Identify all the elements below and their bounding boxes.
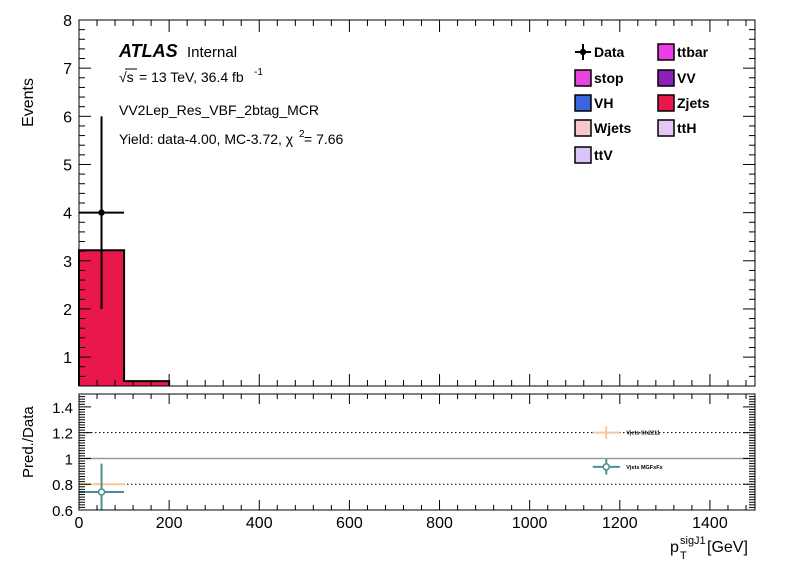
main-ytick-label: 4 — [63, 206, 72, 223]
legend-label-7: ttH — [677, 120, 696, 136]
x-label-sup: sigJ1 — [680, 535, 706, 547]
main-frame — [78, 19, 756, 387]
legend-label-2: stop — [594, 70, 624, 86]
legend-swatch-2 — [574, 69, 592, 87]
ratio-xtick-label: 1400 — [692, 515, 728, 532]
main-ytick-label: 2 — [63, 302, 72, 319]
lumi-exponent: -1 — [254, 67, 263, 78]
legend-swatch-1 — [657, 43, 675, 61]
legend-label-5: Zjets — [677, 95, 710, 111]
legend-label-3: VV — [677, 70, 696, 86]
region-label: VV2Lep_Res_VBF_2btag_MCR — [119, 102, 319, 118]
legend-swatch-6 — [574, 119, 592, 137]
legend-label-0: Data — [594, 44, 625, 60]
legend-label-6: Wjets — [594, 120, 632, 136]
ratio-points: Vjets Sh2211 Vjets MGFxFx — [79, 426, 664, 510]
ratio-series-label: Vjets MGFxFx — [626, 465, 663, 471]
x-label-unit: [GeV] — [707, 539, 748, 556]
main-y-ticks: 1 2 3 4 5 6 7 8 — [63, 13, 755, 387]
stack-bars — [78, 249, 171, 386]
x-label-main: p — [670, 539, 679, 556]
ratio-panel: Vjets Sh2211 Vjets MGFxFx 0.6 0.8 1 1.2 1.4 0… — [20, 393, 756, 562]
main-ytick-label: 6 — [63, 109, 72, 126]
legend-label-1: ttbar — [677, 44, 709, 60]
ratio-series-label: Vjets Sh2211 — [626, 431, 660, 437]
main-ytick-label: 8 — [63, 13, 72, 30]
ratio-y-axis-label: Pred./Data — [20, 406, 37, 478]
data-point-0 — [98, 209, 105, 216]
yield-exponent: 2 — [299, 129, 305, 140]
main-ytick-label: 3 — [63, 254, 72, 271]
ratio-xtick-label: 0 — [75, 515, 84, 532]
ratio-xtick-label: 1200 — [602, 515, 638, 532]
main-x-ticks — [78, 20, 747, 386]
ratio-ytick-label: 1 — [65, 451, 73, 468]
ratio-xtick-label: 600 — [336, 515, 363, 532]
ratio-point — [602, 463, 611, 471]
energy-lumi-line: √s = 13 TeV, 36.4 fb -1 — [119, 67, 263, 85]
yield-line: Yield: data-4.00, MC-3.72, χ 2 = 7.66 — [119, 129, 344, 147]
ratio-y-ticks: 0.6 0.8 1 1.2 1.4 — [52, 393, 755, 520]
atlas-label: ATLAS — [118, 41, 178, 61]
x-label-sub: T — [680, 550, 687, 562]
legend-label-8: ttV — [594, 147, 613, 163]
yield-prefix: Yield: data-4.00, MC-3.72, χ — [119, 131, 294, 147]
legend-swatch-4 — [574, 94, 592, 112]
main-ytick-label: 5 — [63, 157, 72, 174]
ratio-xtick-label: 400 — [246, 515, 273, 532]
main-panel: 1 2 3 4 5 6 7 8 Events ATLAS Internal √s = 13 T… — [20, 13, 756, 387]
ratio-x-ticks: 0 200 400 600 800 1000 1200 1400 — [75, 394, 747, 532]
ratio-xtick-label: 200 — [156, 515, 183, 532]
main-y-axis-label: Events — [20, 78, 37, 127]
legend-label-4: VH — [594, 95, 613, 111]
energy-text: = 13 TeV, 36.4 fb — [139, 69, 244, 85]
legend-swatch-3 — [657, 69, 675, 87]
ratio-ytick-label: 0.8 — [52, 477, 73, 494]
legend-marker-dot — [579, 48, 587, 56]
legend-swatch-5 — [657, 94, 675, 112]
ratio-xtick-label: 1000 — [512, 515, 548, 532]
ratio-frame — [78, 393, 756, 511]
ratio-reference-lines — [79, 432, 755, 485]
yield-suffix: = 7.66 — [304, 131, 344, 147]
ratio-point — [97, 488, 106, 496]
legend: Data ttbar stop VV VH Zjets Wjets ttH ttV — [574, 43, 710, 164]
legend-swatch-8 — [574, 146, 592, 164]
legend-swatch-7 — [657, 119, 675, 137]
ratio-ytick-label: 1.4 — [52, 400, 73, 417]
x-axis-label: p T sigJ1 [GeV] — [670, 535, 748, 562]
main-ytick-label: 7 — [63, 61, 72, 78]
ratio-xtick-label: 800 — [426, 515, 453, 532]
stack-bar-1 — [124, 381, 170, 386]
sqrt-s: √s — [119, 69, 134, 85]
internal-label: Internal — [187, 44, 237, 61]
main-ytick-label: 1 — [63, 350, 72, 367]
ratio-ytick-label: 0.6 — [52, 503, 73, 520]
ratio-ytick-label: 1.2 — [52, 426, 73, 443]
